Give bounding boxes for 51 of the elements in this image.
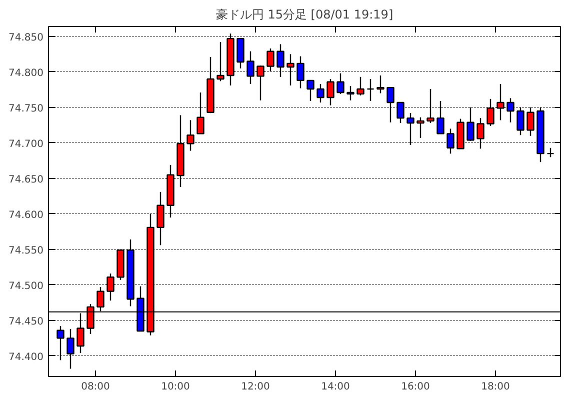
y-tick-label: 74.800 [8,68,44,79]
x-tick-label: 18:00 [481,382,510,392]
candlestick [496,83,504,121]
candlestick [406,112,414,146]
candlestick [516,106,524,136]
candlestick [546,147,554,158]
y-tick-label: 74.750 [8,103,44,114]
y-tick-label: 74.650 [8,174,44,186]
candlestick [446,128,454,154]
candlestick [396,102,404,124]
y-tick-label: 74.600 [8,210,44,221]
candlestick [186,120,194,152]
candlestick [416,116,424,139]
chart-title: 豪ドル円 15分足 [08/01 19:19] [216,8,394,22]
candlestick [276,44,284,78]
candlestick [286,54,294,86]
candlestick [376,74,384,94]
x-tick-label: 08:00 [81,382,110,392]
y-tick-label: 74.700 [8,138,44,150]
candlestick [436,100,444,134]
candlestick [506,98,514,123]
candlestick [336,72,344,95]
x-tick-label: 10:00 [161,382,190,392]
candlestick [246,50,254,85]
candlestick [256,64,264,101]
candlestick [386,86,394,123]
y-tick-label: 74.500 [8,280,44,292]
candlestick [196,92,204,134]
candlestick [476,117,484,150]
candlestick [466,106,474,142]
x-tick-label: 16:00 [401,382,430,392]
candlestick [216,42,224,82]
candlestick [366,78,374,102]
y-tick-label: 74.400 [8,352,44,363]
y-tick-label: 74.450 [8,316,44,328]
candlestick [346,86,354,101]
candlestick [526,106,534,136]
candlestick [266,48,274,72]
y-tick-label: 74.550 [8,245,44,256]
candlestick [306,80,314,102]
candlestick [356,76,364,96]
candlestick [426,88,434,124]
candlestick [486,98,494,126]
candlestick [326,78,334,106]
candlestick [106,272,114,302]
y-tick-label: 74.850 [8,32,44,44]
x-tick-label: 14:00 [321,382,350,392]
candlestick [296,56,304,89]
x-tick-label: 12:00 [241,382,270,392]
candlestick [156,191,164,246]
candlestick [316,83,324,104]
